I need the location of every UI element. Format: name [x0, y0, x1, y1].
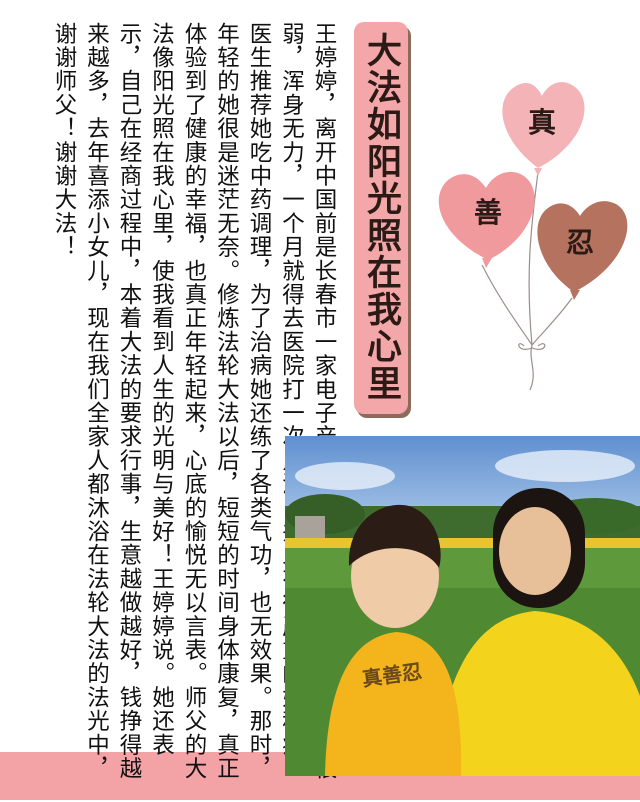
title-box: 大法如阳光照在我心里 — [354, 22, 408, 414]
balloon-string — [529, 344, 534, 391]
balloon-knot — [482, 258, 492, 268]
balloons-illustration: 真 善 忍 — [438, 82, 628, 391]
balloon-string — [528, 171, 539, 346]
article-body: 王婷婷，离开中国前是长春市一家电子产品公司老板。得法前，她身体很弱，浑身无力，一… — [51, 22, 337, 781]
photo: 真善忍 — [285, 436, 640, 776]
heart-balloon-left — [438, 171, 535, 260]
balloon-knot — [534, 168, 542, 176]
balloon-knot — [570, 290, 580, 300]
heart-balloon-right — [537, 201, 628, 292]
balloon-string — [481, 264, 533, 346]
heart-balloon-top — [502, 82, 585, 168]
balloon-label: 真 — [528, 106, 556, 139]
balloon-string — [531, 297, 573, 346]
balloon-label: 忍 — [566, 226, 594, 259]
page-title: 大法如阳光照在我心里 — [361, 32, 401, 402]
bow — [518, 343, 546, 350]
photo-illustration: 真善忍 — [285, 436, 640, 776]
balloon-label: 善 — [474, 196, 502, 229]
